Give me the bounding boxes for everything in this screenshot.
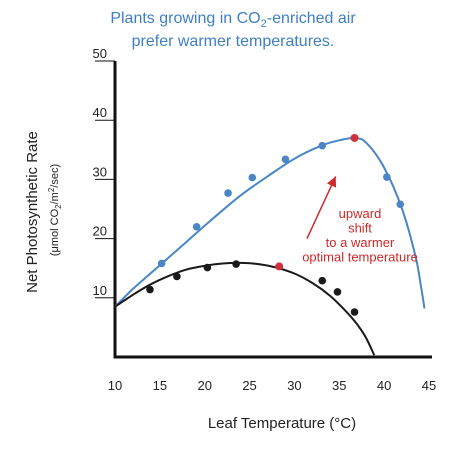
y-tick-label: 20 bbox=[93, 224, 107, 239]
annotation-text-line: to a warmer bbox=[326, 235, 395, 250]
x-tick-label: 45 bbox=[422, 378, 436, 393]
data-point bbox=[350, 308, 359, 316]
annotation-text-line: upward bbox=[339, 206, 382, 221]
y-axis-label: Net Photosynthetic Rate bbox=[24, 131, 41, 293]
x-tick-label: 40 bbox=[377, 378, 391, 393]
x-tick-label: 25 bbox=[242, 378, 256, 393]
tick-labels: 10 20 30 40 50 10 15 20 25 30 35 40 45 bbox=[93, 46, 437, 393]
series-1 bbox=[114, 133, 426, 309]
x-tick-label: 35 bbox=[332, 378, 346, 393]
units-text-b: /m bbox=[49, 192, 61, 204]
annotation-text-line: optimal temperature bbox=[302, 250, 418, 265]
series-2-line bbox=[114, 261, 376, 356]
y-axis-units: (μmol CO2/m2/sec) bbox=[47, 164, 63, 256]
series-layer bbox=[114, 133, 426, 356]
x-tick-label: 15 bbox=[153, 378, 167, 393]
title-text-b: -enriched air bbox=[267, 10, 357, 27]
annotation-text-line: shift bbox=[348, 221, 372, 236]
units-text-c: /sec) bbox=[49, 164, 61, 188]
data-point bbox=[396, 200, 405, 209]
data-point bbox=[173, 272, 181, 281]
title-subscript: 2 bbox=[261, 18, 267, 30]
data-point bbox=[333, 288, 342, 296]
series-2 bbox=[114, 260, 376, 356]
data-point bbox=[146, 285, 154, 294]
optimum-point bbox=[275, 262, 284, 271]
series-1-line bbox=[114, 136, 426, 309]
x-tick-label: 30 bbox=[287, 378, 301, 393]
title-text-a: Plants growing in CO bbox=[110, 10, 260, 27]
chart-title-line-2: prefer warmer temperatures. bbox=[132, 33, 335, 50]
data-point bbox=[383, 173, 391, 181]
data-point bbox=[248, 173, 257, 182]
x-tick-label: 10 bbox=[108, 378, 122, 393]
data-point bbox=[281, 155, 290, 164]
optimum-point bbox=[350, 133, 359, 142]
axes bbox=[95, 60, 432, 359]
data-point bbox=[232, 260, 240, 268]
units-sub: 2 bbox=[54, 204, 63, 209]
x-axis-label: Leaf Temperature (°C) bbox=[208, 415, 356, 432]
x-tick-label: 20 bbox=[197, 378, 211, 393]
data-point bbox=[203, 263, 212, 272]
y-tick-label: 10 bbox=[93, 283, 107, 298]
data-point bbox=[157, 259, 166, 268]
data-point bbox=[318, 141, 327, 150]
units-text-a: (μmol CO bbox=[49, 208, 61, 256]
data-point bbox=[224, 189, 232, 197]
annotation-arrow-head bbox=[326, 176, 337, 188]
data-point bbox=[192, 222, 201, 231]
y-tick-label: 50 bbox=[93, 46, 107, 61]
units-sup: 2 bbox=[47, 187, 56, 192]
chart-title-line-1: Plants growing in CO2-enriched air bbox=[110, 10, 356, 30]
annotation-arrow-shaft bbox=[306, 176, 337, 239]
y-tick-label: 40 bbox=[93, 105, 107, 120]
data-point bbox=[318, 276, 327, 285]
y-tick-label: 30 bbox=[93, 164, 107, 179]
